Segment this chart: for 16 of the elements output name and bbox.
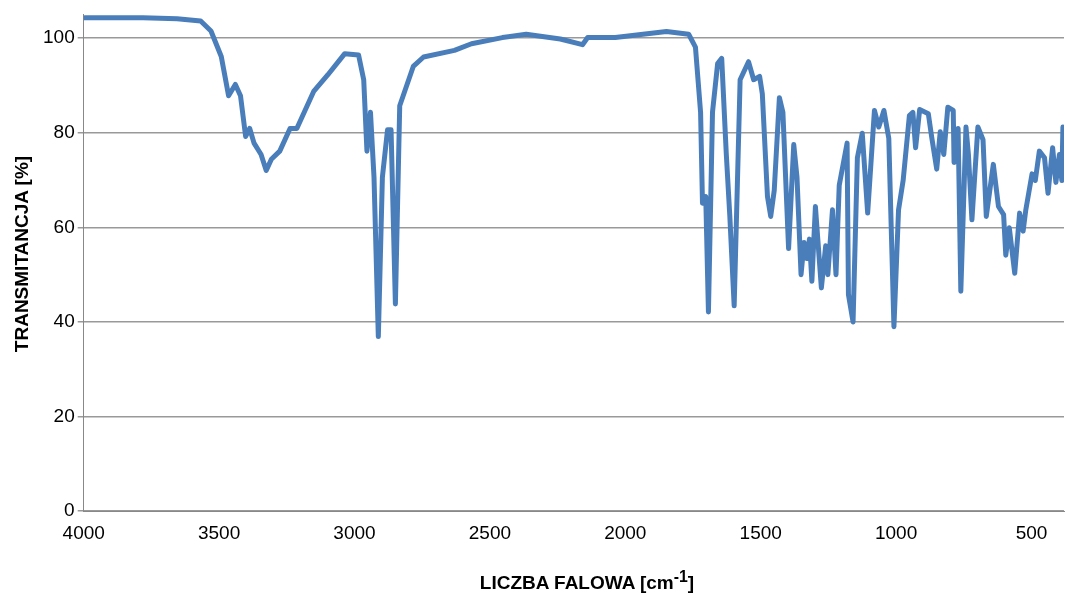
x-tick-label: 3500 [197,521,241,543]
x-tick-label: 1500 [739,521,782,543]
y-tick-label: 0 [64,499,75,521]
x-tick-label: 4000 [62,521,105,543]
y-tick-label: 60 [53,215,75,237]
x-tick-label: 500 [1015,521,1048,543]
y-tick-label: 100 [43,26,75,48]
y-tick-label: 20 [53,404,75,426]
x-tick-label: 3000 [333,521,376,543]
y-tick-label: 40 [53,310,75,332]
x-tick-label: 2000 [604,521,647,543]
y-tick-label: 80 [53,120,75,142]
x-tick-label: 2500 [468,521,512,543]
x-axis-title: LICZBA FALOWA [cm$^{-1}$] [478,568,696,595]
y-axis-title: TRANSMITANCJA [%] [11,155,33,353]
x-tick-label: 1000 [874,521,918,543]
